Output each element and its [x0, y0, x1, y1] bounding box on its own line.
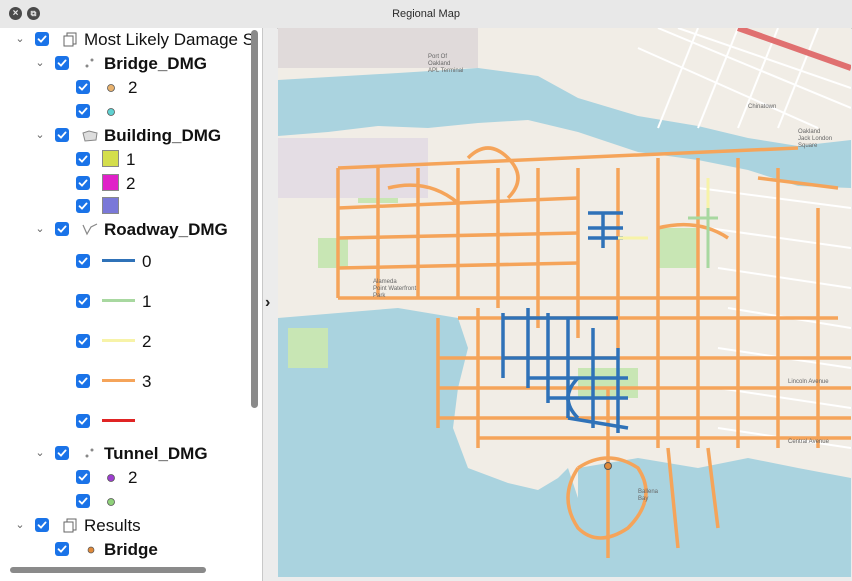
map-label: Central Avenue — [788, 439, 830, 445]
tunnel-dmg-label: Tunnel_DMG — [104, 444, 208, 463]
roadway-dmg-0-label: 0 — [142, 252, 152, 271]
roadway-dmg3-network — [336, 146, 851, 558]
horizontal-scrollbar[interactable] — [10, 567, 206, 573]
layer-group-icon — [63, 518, 77, 533]
bridge-dmg-checkbox[interactable] — [55, 56, 69, 70]
chevron-down-icon[interactable]: ⌄ — [15, 33, 25, 45]
map-label: Lincoln Avenue — [788, 379, 829, 385]
map-label: Oakland — [428, 61, 450, 67]
building-dmg-checkbox[interactable] — [55, 128, 69, 142]
chevron-down-icon[interactable]: ⌄ — [35, 447, 45, 459]
layers-panel: ⌄ Most Likely Damage S ⌄ Bridge_DMG 2 ⌄ … — [0, 28, 263, 581]
vertical-scrollbar[interactable] — [251, 30, 258, 408]
panel-splitter[interactable]: › — [263, 28, 277, 581]
window-title: Regional Map — [392, 8, 460, 20]
freeway — [736, 28, 851, 71]
line-layer-icon — [82, 223, 98, 236]
park-area — [658, 228, 698, 268]
roadway-dmg-2-label: 2 — [142, 332, 152, 351]
building-dmg-label: Building_DMG — [104, 126, 222, 145]
roadway-dmg-3-checkbox[interactable] — [76, 374, 90, 388]
chevron-right-icon[interactable]: › — [265, 294, 271, 311]
chevron-down-icon[interactable]: ⌄ — [35, 223, 45, 235]
bridge-dmg-other-checkbox[interactable] — [76, 104, 90, 118]
map-label: Alameda — [373, 279, 397, 285]
roadway-1-line-icon — [102, 299, 135, 302]
tunnel-other-symbol-icon — [107, 498, 115, 506]
map-label: Point Waterfront — [373, 286, 416, 292]
layer-group-icon — [63, 32, 77, 47]
building-dmg-other-checkbox[interactable] — [76, 199, 90, 213]
chevron-down-icon[interactable]: ⌄ — [15, 519, 25, 531]
chevron-down-icon[interactable]: ⌄ — [35, 57, 45, 69]
bridge-dmg-2-checkbox[interactable] — [76, 80, 90, 94]
roadway-dmg-1-checkbox[interactable] — [76, 294, 90, 308]
street-grid — [637, 28, 851, 449]
building-dmg-2-checkbox[interactable] — [76, 176, 90, 190]
results-bridge-label: Bridge — [104, 540, 158, 559]
tunnel-dmg-2-checkbox[interactable] — [76, 470, 90, 484]
roadway-dmg-2-checkbox[interactable] — [76, 334, 90, 348]
bridge-dmg-label: Bridge_DMG — [104, 54, 207, 73]
results-label: Results — [84, 516, 141, 535]
map-label: Ballena — [638, 489, 659, 495]
results-bridge-symbol-icon — [87, 546, 95, 554]
park-area — [288, 328, 328, 368]
roadway-0-line-icon — [102, 259, 135, 262]
bridge-dmg-2-label: 2 — [128, 78, 138, 97]
map-label: Chinatown — [748, 104, 776, 110]
building-other-swatch-icon — [102, 197, 119, 214]
polygon-layer-icon — [82, 130, 98, 142]
title-bar: × ⧉ Regional Map — [0, 0, 852, 29]
group-damage-checkbox[interactable] — [35, 32, 49, 46]
roadway-3-line-icon — [102, 379, 135, 382]
building-dmg-1-label: 1 — [126, 150, 136, 169]
tunnel-dmg-checkbox[interactable] — [55, 446, 69, 460]
roadway-dmg-other-checkbox[interactable] — [76, 414, 90, 428]
restore-window-button[interactable]: ⧉ — [27, 7, 40, 20]
close-window-button[interactable]: × — [9, 7, 22, 20]
point-layer-icon — [85, 448, 94, 458]
park-area — [318, 238, 348, 268]
bay-water — [278, 308, 588, 577]
map-label: Port Of — [428, 54, 447, 60]
tunnel-dmg-2-label: 2 — [128, 468, 138, 487]
tunnel-2-symbol-icon — [107, 474, 115, 482]
point-layer-icon — [85, 58, 94, 68]
map-label: Jack London — [798, 136, 832, 142]
group-damage-label: Most Likely Damage S — [84, 30, 255, 49]
tunnel-dmg-other-checkbox[interactable] — [76, 494, 90, 508]
roadway-dmg-0-checkbox[interactable] — [76, 254, 90, 268]
map-label: Bay — [638, 496, 648, 502]
roadway-dmg-label: Roadway_DMG — [104, 220, 228, 239]
bridge-2-symbol-icon — [107, 84, 115, 92]
building-1-swatch-icon — [102, 150, 119, 167]
map-label: Park — [373, 293, 386, 299]
map-svg[interactable]: Port Of Oakland APL Terminal Oakland Chi… — [278, 28, 851, 577]
building-2-swatch-icon — [102, 174, 119, 191]
results-bridge-checkbox[interactable] — [55, 542, 69, 556]
roadway-dmg1-network — [688, 208, 718, 268]
chevron-down-icon[interactable]: ⌄ — [35, 129, 45, 141]
roadway-dmg2-network — [618, 178, 710, 240]
bridge-result-point[interactable] — [604, 462, 612, 470]
bridge-other-symbol-icon — [107, 108, 115, 116]
bay-water-east — [578, 458, 851, 577]
industrial-area — [278, 28, 478, 68]
roadway-other-line-icon — [102, 419, 135, 422]
map-label: APL Terminal — [428, 68, 463, 74]
results-checkbox[interactable] — [35, 518, 49, 532]
roadway-dmg-3-label: 3 — [142, 372, 152, 391]
map-label: Square — [798, 143, 818, 149]
roadway-dmg-1-label: 1 — [142, 292, 152, 311]
map-label: Oakland — [798, 129, 820, 135]
estuary-water — [278, 68, 851, 188]
map-canvas[interactable]: Port Of Oakland APL Terminal Oakland Chi… — [278, 28, 851, 577]
building-dmg-1-checkbox[interactable] — [76, 152, 90, 166]
building-dmg-2-label: 2 — [126, 174, 136, 193]
roadway-2-line-icon — [102, 339, 135, 342]
roadway-dmg0-network — [501, 211, 629, 433]
roadway-dmg-checkbox[interactable] — [55, 222, 69, 236]
